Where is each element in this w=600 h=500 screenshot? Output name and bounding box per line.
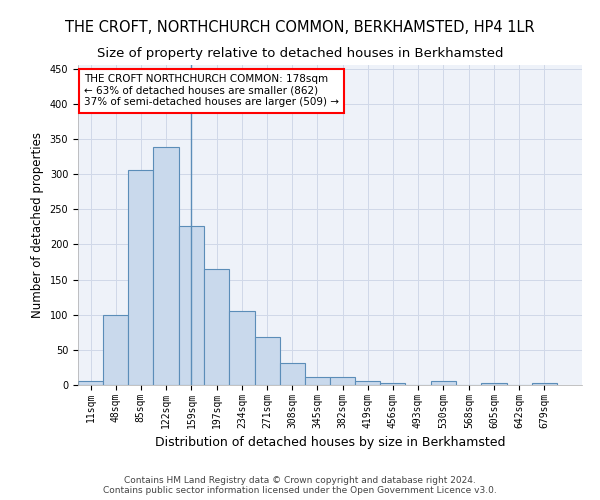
Y-axis label: Number of detached properties: Number of detached properties xyxy=(31,132,44,318)
Bar xyxy=(103,316,128,385)
Text: THE CROFT, NORTHCHURCH COMMON, BERKHAMSTED, HP4 1LR: THE CROFT, NORTHCHURCH COMMON, BERKHAMST… xyxy=(65,20,535,35)
Bar xyxy=(481,383,506,385)
Bar xyxy=(280,363,305,385)
Bar xyxy=(305,376,330,385)
Bar xyxy=(229,311,254,385)
Bar xyxy=(128,170,154,385)
Bar xyxy=(154,148,179,385)
Bar xyxy=(380,383,406,385)
Bar xyxy=(205,269,229,385)
Bar xyxy=(78,382,103,385)
Bar xyxy=(532,383,557,385)
Text: Contains HM Land Registry data © Crown copyright and database right 2024.
Contai: Contains HM Land Registry data © Crown c… xyxy=(103,476,497,495)
Text: THE CROFT NORTHCHURCH COMMON: 178sqm
← 63% of detached houses are smaller (862)
: THE CROFT NORTHCHURCH COMMON: 178sqm ← 6… xyxy=(84,74,339,108)
Bar xyxy=(254,337,280,385)
Bar xyxy=(431,382,457,385)
Bar xyxy=(179,226,205,385)
Text: Size of property relative to detached houses in Berkhamsted: Size of property relative to detached ho… xyxy=(97,48,503,60)
Bar xyxy=(355,381,380,385)
X-axis label: Distribution of detached houses by size in Berkhamsted: Distribution of detached houses by size … xyxy=(155,436,505,449)
Bar xyxy=(330,376,355,385)
